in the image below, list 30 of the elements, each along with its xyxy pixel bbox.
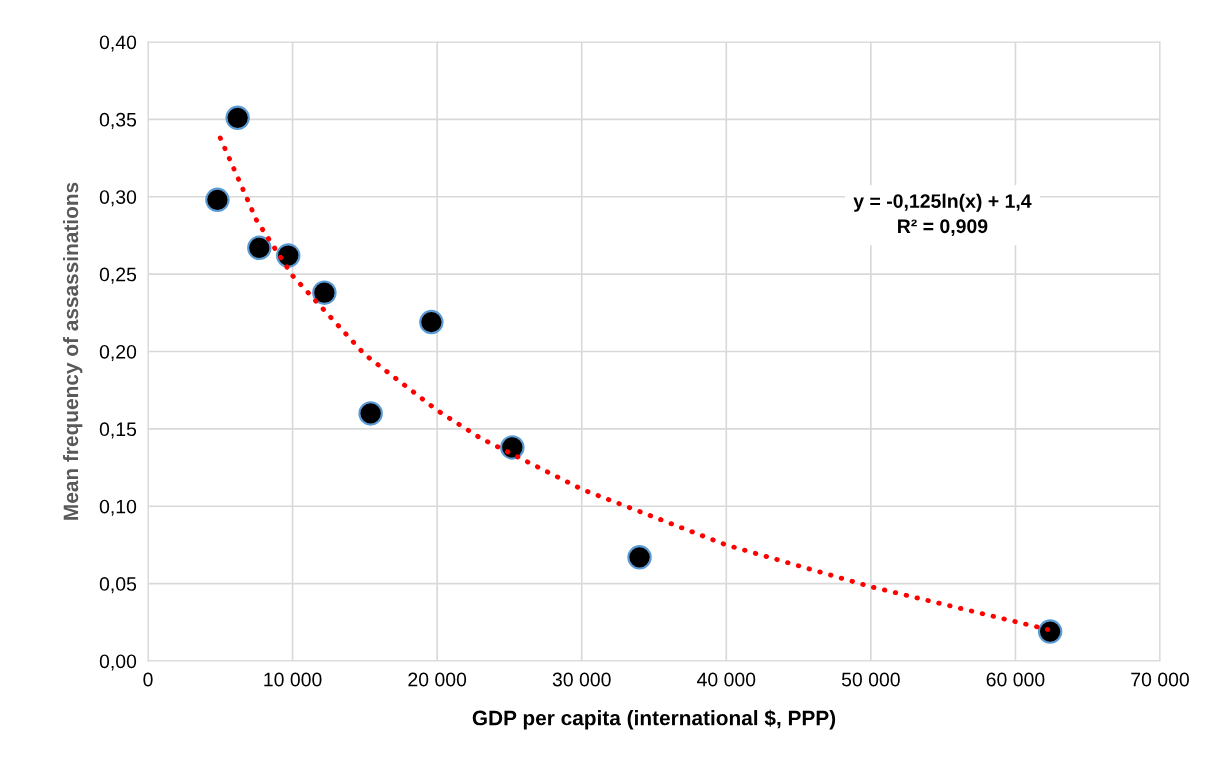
y-tick-label: 0,40: [99, 35, 137, 52]
annotation: y = -0,125ln(x) + 1,4 R² = 0,909: [853, 193, 1032, 236]
x-tick-label: 20 000: [408, 672, 467, 687]
x-axis-title: GDP per capita (international $, PPP): [472, 709, 836, 730]
x-tick-label: 30 000: [552, 672, 611, 687]
point: [419, 309, 444, 335]
y-tick-label: 0,20: [99, 344, 137, 362]
point: [225, 105, 250, 131]
y-tick-label: 0,05: [99, 577, 137, 594]
point: [247, 235, 272, 261]
y-tick-label: 0,15: [99, 422, 137, 439]
x-tick-label: 40 000: [697, 672, 756, 687]
point: [627, 545, 652, 570]
y-axis-title: Mean frequency of assassinations: [62, 182, 83, 520]
point: [500, 435, 525, 460]
x-tick-label: 60 000: [986, 672, 1045, 687]
point: [312, 280, 337, 305]
point: [1037, 619, 1063, 644]
x-tick-label: 0: [143, 672, 153, 687]
y-tick-label: 0,30: [99, 190, 137, 207]
y-tick-label: 0,00: [99, 654, 137, 671]
point: [276, 243, 301, 268]
y-tick-label: 0,10: [99, 499, 137, 516]
x-tick-label: 70 000: [1131, 672, 1189, 687]
x-tick-label: 10 000: [264, 672, 322, 687]
x-tick-label: 50 000: [841, 672, 900, 687]
y-tick-label: 0,35: [99, 112, 137, 129]
point: [205, 187, 230, 213]
point: [358, 401, 383, 426]
y-tick-label: 0,25: [99, 267, 137, 284]
